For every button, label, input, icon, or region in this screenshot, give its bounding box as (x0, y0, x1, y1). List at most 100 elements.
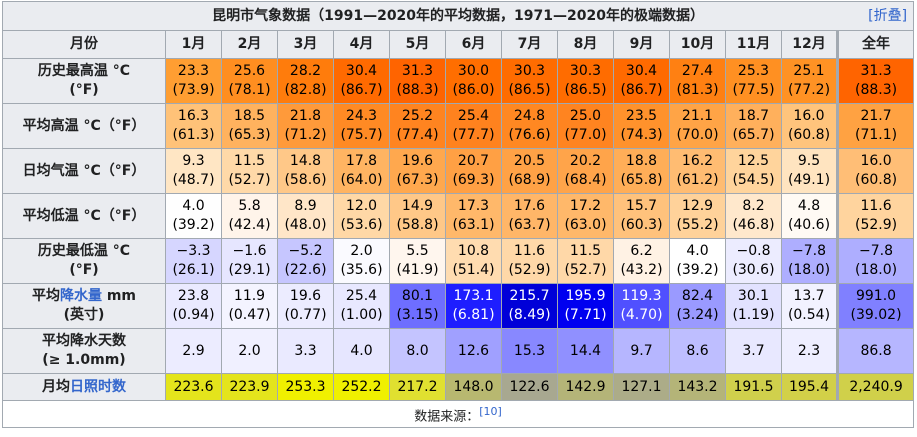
cell-value: 16.0 (793, 108, 825, 124)
data-cell: 31.3 (88.3) (835, 58, 915, 104)
fahrenheit-value: (77.4) (396, 127, 439, 143)
cell-value: 25.6 (233, 63, 266, 79)
data-cell: 12.6 (445, 328, 502, 374)
fahrenheit-value: (86.0) (452, 82, 495, 98)
cell-value: 191.5 (733, 378, 774, 395)
cell-value: 143.2 (677, 378, 718, 395)
data-cell: 16.2 (61.2) (669, 148, 726, 194)
data-cell: 2.3 (781, 328, 838, 374)
label-text: 历史最高温 °C (37, 63, 131, 79)
cell-value: 215.7 (509, 288, 550, 304)
fahrenheit-value: (42.4) (228, 217, 271, 233)
data-row: 平均降水量 mm (英寸) 23.8 (0.94) 11.9 (0.47) 19.6 (0.7… (2, 283, 915, 329)
cell-value: 21.1 (681, 108, 714, 124)
label-text: (≥ 1.0mm) (42, 352, 126, 368)
fahrenheit-value: (61.2) (676, 172, 719, 188)
data-cell: 12.5 (54.5) (725, 148, 782, 194)
fahrenheit-value: (67.3) (396, 172, 439, 188)
column-header: 10月 (669, 30, 726, 59)
data-cell: 25.2 (77.4) (389, 103, 446, 149)
data-cell: 2.0 (221, 328, 278, 374)
cell-value: 4.0 (350, 342, 373, 359)
fahrenheit-value: (68.9) (508, 172, 551, 188)
label-link[interactable]: 降水量 (59, 288, 102, 304)
cell-value: 142.9 (565, 378, 606, 395)
fahrenheit-value: (71.1) (854, 127, 898, 143)
data-cell: 21.8 (71.2) (277, 103, 334, 149)
label-text: (°F) (69, 82, 99, 98)
climate-table: 昆明市气象数据（1991—2020年的平均数据，1971—2020年的极端数据）… (1, 1, 915, 428)
fahrenheit-value: (76.6) (508, 127, 551, 143)
data-cell: 30.0 (86.0) (445, 58, 502, 104)
data-cell: 18.5 (65.3) (221, 103, 278, 149)
data-cell: 15.3 (501, 328, 558, 374)
cell-value: 11.9 (233, 288, 266, 304)
cell-value: 11.5 (569, 243, 602, 259)
cell-value: 991.0 (855, 288, 897, 304)
data-cell: 21.7 (71.1) (835, 103, 915, 149)
cell-value: 30.4 (345, 63, 378, 79)
data-cell: 20.2 (68.4) (557, 148, 614, 194)
fahrenheit-value: (55.2) (676, 217, 719, 233)
data-cell: 25.3 (77.5) (725, 58, 782, 104)
fahrenheit-value: (64.0) (340, 172, 383, 188)
cell-value: 30.4 (625, 63, 658, 79)
cell-value: 173.1 (453, 288, 494, 304)
row-label: 历史最高温 °C (°F) (2, 58, 166, 104)
reference-link[interactable]: [10] (479, 404, 502, 418)
data-cell: 4.0 (39.2) (669, 238, 726, 284)
column-header: 9月 (613, 30, 670, 59)
fahrenheit-value: (48.0) (284, 217, 327, 233)
data-cell: 8.6 (669, 328, 726, 374)
fahrenheit-value: (52.7) (564, 262, 607, 278)
fahrenheit-value: (48.7) (172, 172, 215, 188)
cell-value: 223.6 (173, 378, 214, 395)
data-cell: 30.4 (86.7) (333, 58, 390, 104)
data-cell: 18.7 (65.7) (725, 103, 782, 149)
label-link[interactable]: 日照时数 (70, 378, 126, 395)
column-header: 3月 (277, 30, 334, 59)
cell-value: 28.2 (289, 63, 322, 79)
label-text: 平均低温 °C（°F） (22, 207, 146, 224)
fahrenheit-value: (18.0) (854, 262, 898, 278)
cell-value: 23.5 (625, 108, 658, 124)
fahrenheit-value: (69.3) (452, 172, 495, 188)
fahrenheit-value: (52.9) (508, 262, 551, 278)
data-cell: 14.4 (557, 328, 614, 374)
data-cell: 6.2 (43.2) (613, 238, 670, 284)
data-cell: −7.8 (18.0) (781, 238, 838, 284)
fahrenheit-value: (0.54) (787, 307, 831, 323)
data-cell: 3.7 (725, 328, 782, 374)
data-cell: 252.2 (333, 373, 390, 401)
data-cell: 12.9 (55.2) (669, 193, 726, 239)
collapse-toggle[interactable]: [折叠] (868, 8, 908, 24)
cell-value: 252.2 (341, 378, 382, 395)
cell-value: 27.4 (681, 63, 714, 79)
cell-value: 12.5 (737, 153, 770, 169)
cell-value: 195.9 (565, 288, 606, 304)
fahrenheit-value: (0.94) (172, 307, 215, 323)
cell-value: 20.5 (513, 153, 546, 169)
data-cell: 148.0 (445, 373, 502, 401)
label-text: 历史最低温 °C (37, 243, 131, 259)
cell-value: 16.2 (681, 153, 714, 169)
cell-value: 25.1 (793, 63, 825, 79)
table-title: 昆明市气象数据（1991—2020年的平均数据，1971—2020年的极端数据）… (1, 1, 915, 31)
cell-value: 127.1 (621, 378, 662, 395)
cell-value: 5.5 (406, 243, 429, 259)
data-cell: −7.8 (18.0) (835, 238, 915, 284)
column-header: 11月 (725, 30, 782, 59)
fahrenheit-value: (54.5) (732, 172, 775, 188)
data-cell: 17.3 (63.1) (445, 193, 502, 239)
data-cell: 4.8 (40.6) (781, 193, 838, 239)
fahrenheit-value: (63.1) (452, 217, 495, 233)
data-cell: 173.1 (6.81) (445, 283, 502, 329)
data-cell: 16.3 (61.3) (165, 103, 222, 149)
reference: [10] (479, 405, 502, 418)
fahrenheit-value: (65.7) (732, 127, 775, 143)
cell-value: 9.7 (630, 342, 653, 359)
fahrenheit-value: (6.81) (452, 307, 495, 323)
label-text: (英寸) (63, 307, 105, 323)
fahrenheit-value: (26.1) (172, 262, 215, 278)
cell-value: 31.3 (401, 63, 434, 79)
